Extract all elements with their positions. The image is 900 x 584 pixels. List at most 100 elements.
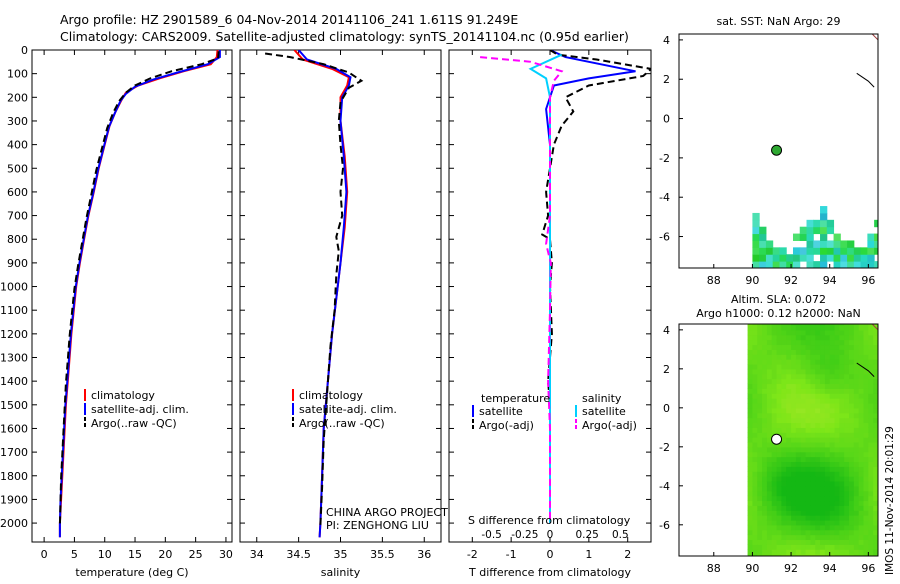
argo-position-marker (771, 144, 783, 156)
sla-cell (829, 412, 836, 419)
sla-cell (810, 398, 816, 404)
sla-cell (771, 427, 778, 433)
sla-cell (776, 441, 782, 448)
sla-cell (829, 354, 836, 360)
sla-cell (820, 441, 826, 448)
temperature-legend-label: satellite-adj. clim. (91, 403, 189, 416)
sla-cell (752, 554, 758, 556)
sla-cell (762, 466, 768, 472)
sla-cell (786, 388, 792, 394)
sla-cell (849, 393, 855, 399)
sla-cell (800, 383, 807, 389)
sla-cell (844, 378, 850, 385)
sla-cell (752, 417, 758, 424)
sla-cell (805, 427, 811, 433)
sla-cell (868, 324, 874, 331)
sla-cell (863, 480, 869, 487)
sla-cell (795, 398, 802, 404)
sla-cell (834, 524, 840, 531)
sla-cell (873, 368, 878, 375)
sla-cell (858, 359, 865, 365)
sla-cell (791, 398, 797, 404)
sst-cell (826, 240, 835, 248)
sla-cell (805, 461, 811, 467)
sla-cell (781, 539, 787, 545)
sla-cell (805, 407, 811, 414)
sla-cell (747, 500, 754, 506)
sla-cell (824, 451, 831, 458)
sla-cell (752, 515, 758, 521)
sla-cell (834, 461, 840, 467)
sla-cell (829, 388, 836, 394)
temperature-xtick-label: 25 (189, 548, 203, 561)
sst-map-coast (871, 33, 879, 41)
sla-cell (820, 378, 826, 385)
sla-cell (786, 490, 792, 497)
sla-cell (766, 544, 773, 550)
sla-cell (853, 359, 860, 365)
sla-cell (757, 490, 763, 497)
difference-legend-label: satellite (479, 405, 523, 418)
sla-cell (824, 534, 831, 541)
sla-cell (873, 495, 878, 502)
sla-cell (820, 344, 826, 350)
sla-cell (781, 544, 787, 550)
sla-cell (752, 495, 758, 502)
sla-cell (747, 534, 754, 541)
sla-cell (747, 461, 754, 467)
salinity-legend-label: Argo(..raw -QC) (299, 417, 385, 430)
sla-cell (824, 354, 831, 360)
sla-cell (805, 339, 811, 346)
sla-cell (771, 373, 778, 380)
sla-cell (781, 505, 787, 511)
sla-cell (781, 500, 787, 506)
depth-tick-label: 1200 (0, 328, 28, 341)
sla-cell (820, 534, 826, 541)
sla-cell (820, 329, 826, 336)
sla-cell (815, 539, 821, 545)
sla-cell (853, 437, 860, 443)
sla-cell (863, 471, 869, 477)
sla-cell (820, 490, 826, 497)
sla-cell (863, 324, 869, 326)
sla-cell (752, 441, 758, 448)
sla-cell (800, 471, 807, 477)
sla-cell (815, 495, 821, 502)
sla-cell (781, 388, 787, 394)
sla-cell (795, 339, 802, 346)
sla-cell (757, 480, 763, 487)
sla-cell (752, 549, 758, 555)
sst-cell (826, 219, 835, 228)
sla-cell (810, 539, 816, 545)
sla-cell (868, 544, 874, 550)
sla-cell (766, 339, 773, 346)
sla-cell (766, 461, 773, 467)
sla-cell (786, 427, 792, 433)
sst-cell (765, 247, 774, 255)
sla-cell (839, 476, 845, 482)
sla-cell (786, 529, 792, 536)
sla-cell (873, 466, 878, 472)
sla-cell (776, 344, 782, 350)
sla-cell (878, 535, 883, 540)
sla-cell (766, 534, 773, 541)
sla-cell (781, 334, 787, 341)
sla-cell (762, 393, 768, 399)
sla-cell (849, 446, 855, 453)
sla-cell (844, 485, 850, 492)
sla-cell (810, 344, 816, 350)
depth-tick-label: 600 (7, 186, 28, 199)
sla-cell (795, 383, 802, 389)
sla-cell (820, 368, 826, 375)
sla-cell (868, 441, 874, 448)
sla-cell (805, 368, 811, 375)
sla-cell (795, 549, 802, 555)
sla-cell (805, 354, 811, 360)
sla-cell (771, 500, 778, 506)
sla-cell (762, 515, 768, 521)
sla-cell (747, 485, 754, 492)
sla-cell (820, 515, 826, 521)
sla-cell (878, 432, 883, 437)
sla-cell (863, 524, 869, 531)
sla-cell (820, 354, 826, 360)
